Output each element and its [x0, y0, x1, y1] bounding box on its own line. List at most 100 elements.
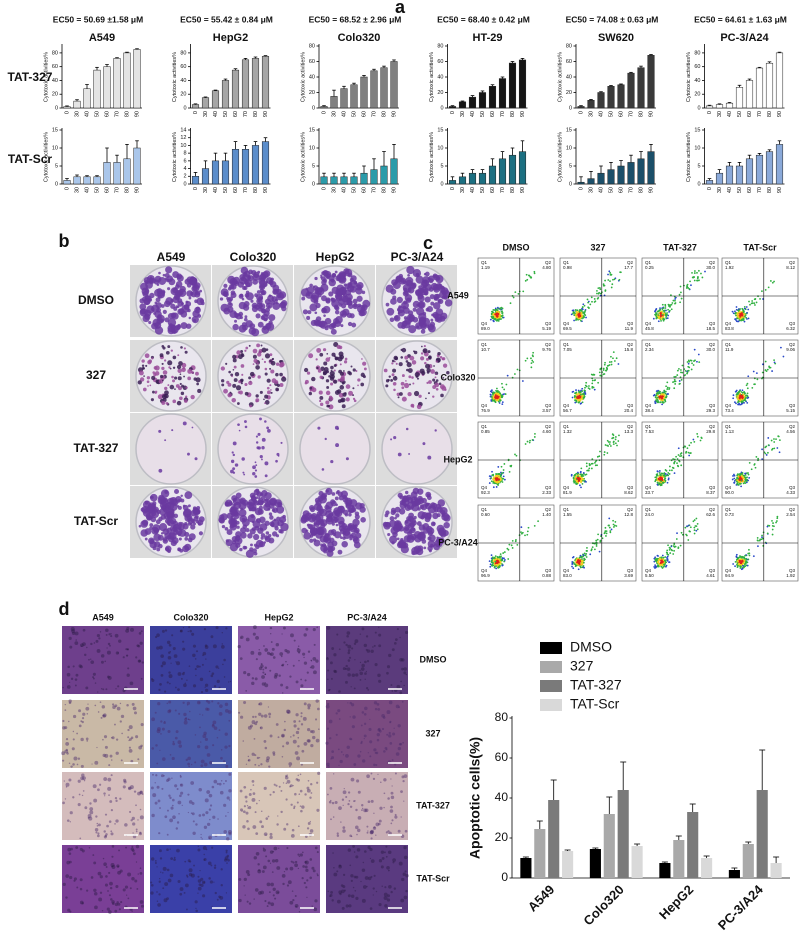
colony: [144, 353, 150, 359]
colony: [179, 382, 182, 386]
colony: [318, 490, 324, 497]
event-dot: [677, 447, 680, 450]
colony: [401, 374, 405, 378]
colony: [308, 391, 313, 396]
colony: [313, 299, 319, 305]
event-dot: [731, 310, 734, 313]
event-dot: [591, 458, 594, 461]
event-dot: [743, 401, 745, 404]
colony: [437, 351, 441, 356]
colony: [326, 545, 334, 553]
event-dot: [764, 289, 767, 291]
event-dot: [680, 455, 683, 457]
colony: [385, 284, 394, 293]
event-dot: [501, 401, 504, 404]
y-axis-label: Cytotoxic activities%: [43, 52, 49, 102]
event-dot: [612, 519, 614, 522]
event-dot: [609, 445, 612, 447]
event-dot: [749, 303, 751, 306]
colony: [391, 541, 395, 545]
colony: [323, 361, 328, 366]
colony: [438, 529, 446, 537]
colony: [275, 362, 280, 366]
colony: [390, 378, 394, 382]
colony: [335, 443, 340, 448]
bar: [320, 106, 328, 109]
event-dot: [610, 363, 613, 366]
event-dot: [746, 387, 749, 390]
colony: [257, 446, 261, 450]
quadrant-value: 45.8: [645, 326, 654, 331]
event-dot: [745, 394, 747, 397]
event-dot: [610, 360, 613, 363]
event-dot: [585, 556, 588, 558]
colony: [426, 381, 429, 384]
event-dot: [599, 450, 601, 453]
event-dot: [753, 377, 756, 380]
quadrant-value: 3.69: [624, 573, 633, 578]
colony: [442, 363, 448, 368]
colony: [240, 527, 247, 534]
event-dot: [700, 437, 703, 440]
colony: [247, 533, 253, 539]
colony: [337, 356, 343, 362]
colony: [156, 307, 161, 313]
colony: [387, 378, 390, 382]
event-dot: [744, 476, 747, 479]
colony: [167, 326, 175, 335]
event-dot: [742, 482, 745, 485]
colony: [148, 537, 155, 545]
event-dot: [586, 298, 589, 301]
quadrant-value: 56.7: [563, 408, 572, 413]
colony: [348, 390, 354, 396]
colony: [263, 270, 271, 278]
colony: [406, 265, 415, 275]
colony: [338, 346, 341, 349]
colony: [219, 297, 224, 301]
colony: [228, 296, 234, 302]
y-tick-label: 15: [694, 127, 700, 133]
event-dot: [511, 539, 514, 542]
row-label: TAT-Scr: [74, 514, 119, 528]
colony: [304, 381, 308, 385]
quadrant-name: Q1: [563, 424, 570, 429]
event-dot: [732, 312, 735, 315]
event-dot: [654, 396, 657, 399]
colony: [232, 540, 237, 545]
colony: [416, 404, 422, 410]
event-dot: [745, 384, 748, 387]
event-dot: [676, 458, 679, 460]
event-dot: [604, 531, 606, 534]
event-dot: [586, 547, 588, 549]
colony: [238, 429, 241, 432]
event-dot: [679, 301, 682, 304]
colony: [264, 353, 271, 359]
colony: [160, 304, 165, 308]
bar: [350, 84, 358, 109]
colony: [325, 370, 329, 374]
colony: [328, 291, 334, 297]
event-dot: [499, 553, 502, 555]
colony: [334, 509, 343, 518]
event-dot: [688, 288, 691, 290]
x-tick-label: 30: [331, 111, 337, 117]
colony: [408, 325, 417, 334]
colony: [314, 497, 321, 504]
event-dot: [580, 402, 583, 405]
event-dot: [579, 556, 581, 559]
event-dot: [581, 314, 584, 317]
event-dot: [581, 306, 584, 308]
event-dot: [667, 472, 670, 474]
colony: [331, 273, 337, 278]
colony: [328, 356, 331, 359]
quadrant-value: 92.3: [481, 490, 490, 495]
quadrant-name: Q4: [563, 485, 570, 490]
y-tick-label: 14: [180, 127, 186, 133]
event-dot: [574, 392, 577, 395]
event-dot: [679, 376, 682, 379]
chart-title: Colo320: [338, 32, 381, 44]
colony: [169, 367, 172, 370]
event-dot: [490, 477, 493, 479]
event-dot: [522, 290, 525, 293]
colony: [412, 382, 415, 385]
